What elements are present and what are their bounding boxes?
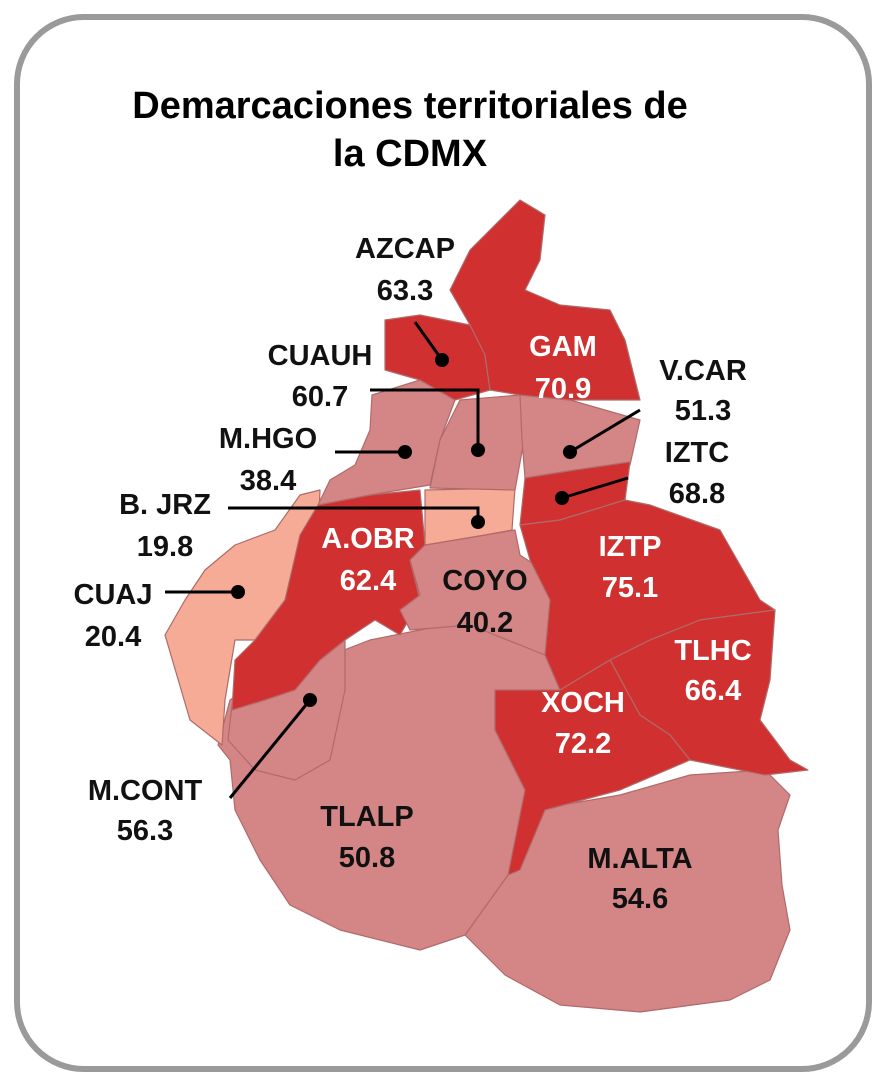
dot-mhgo bbox=[398, 445, 412, 459]
dot-cuaj bbox=[231, 585, 245, 599]
label-name-coyo: COYO bbox=[442, 565, 527, 597]
map-title: Demarcaciones territoriales de la CDMX bbox=[40, 82, 780, 178]
label-value-mcont: 56.3 bbox=[117, 815, 173, 847]
label-value-tlalp: 50.8 bbox=[339, 842, 395, 874]
dot-azcap bbox=[435, 353, 449, 367]
label-value-bjrz: 19.8 bbox=[137, 531, 193, 563]
label-value-tlhc: 66.4 bbox=[685, 675, 741, 707]
leader-cuauh bbox=[370, 388, 480, 452]
label-name-azcap: AZCAP bbox=[355, 233, 455, 265]
label-value-iztp: 75.1 bbox=[602, 572, 658, 604]
region-aobr[interactable] bbox=[231, 489, 426, 711]
region-shapes bbox=[164, 199, 809, 1013]
leader-dots bbox=[231, 353, 577, 707]
label-value-xoch: 72.2 bbox=[555, 728, 611, 760]
label-value-gam: 70.9 bbox=[535, 373, 591, 405]
label-name-cuaj: CUAJ bbox=[74, 579, 153, 611]
dot-iztc bbox=[555, 491, 569, 505]
label-name-bjrz: B. JRZ bbox=[119, 489, 211, 521]
label-value-cuauh: 60.7 bbox=[292, 381, 348, 413]
label-value-coyo: 40.2 bbox=[457, 607, 513, 639]
region-gam[interactable] bbox=[449, 199, 641, 401]
label-name-xoch: XOCH bbox=[541, 687, 625, 719]
leader-azcap bbox=[413, 321, 444, 361]
dot-bjrz bbox=[471, 515, 485, 529]
label-value-vcar: 51.3 bbox=[675, 395, 731, 427]
dot-vcar bbox=[563, 445, 577, 459]
label-name-mhgo: M.HGO bbox=[219, 423, 317, 455]
dot-mcont bbox=[303, 693, 317, 707]
label-name-cuauh: CUAUH bbox=[268, 340, 373, 372]
label-name-mcont: M.CONT bbox=[88, 775, 203, 807]
label-value-iztc: 68.8 bbox=[669, 478, 725, 510]
label-name-aobr: A.OBR bbox=[321, 523, 415, 555]
label-value-azcap: 63.3 bbox=[377, 275, 433, 307]
label-value-cuaj: 20.4 bbox=[85, 621, 141, 653]
label-value-mhgo: 38.4 bbox=[240, 465, 296, 497]
title-line-2: la CDMX bbox=[332, 133, 488, 175]
label-value-malta: 54.6 bbox=[612, 883, 668, 915]
label-name-iztp: IZTP bbox=[599, 531, 662, 563]
label-name-tlhc: TLHC bbox=[674, 635, 751, 667]
label-name-iztc: IZTC bbox=[665, 437, 729, 469]
label-value-aobr: 62.4 bbox=[340, 565, 396, 597]
dot-cuauh bbox=[471, 443, 485, 457]
label-name-gam: GAM bbox=[529, 331, 597, 363]
region-xoch[interactable] bbox=[494, 659, 691, 876]
label-name-malta: M.ALTA bbox=[587, 843, 692, 875]
map-frame bbox=[14, 14, 872, 1072]
label-name-tlalp: TLALP bbox=[320, 801, 413, 833]
region-labels: AZCAP 63.3 GAM 70.9 CUAUH 60.7 V.CAR 51.… bbox=[74, 233, 752, 915]
leader-vcar bbox=[569, 408, 641, 454]
leader-mcont bbox=[228, 699, 312, 799]
region-malta[interactable] bbox=[464, 769, 791, 1013]
title-line-1: Demarcaciones territoriales de bbox=[132, 85, 688, 127]
label-name-vcar: V.CAR bbox=[659, 355, 747, 387]
leader-iztc bbox=[561, 476, 629, 500]
